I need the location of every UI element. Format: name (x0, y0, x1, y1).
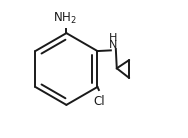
Text: NH$_2$: NH$_2$ (53, 10, 77, 26)
Text: Cl: Cl (93, 95, 105, 108)
Text: N: N (109, 40, 118, 50)
Text: H: H (109, 34, 118, 43)
